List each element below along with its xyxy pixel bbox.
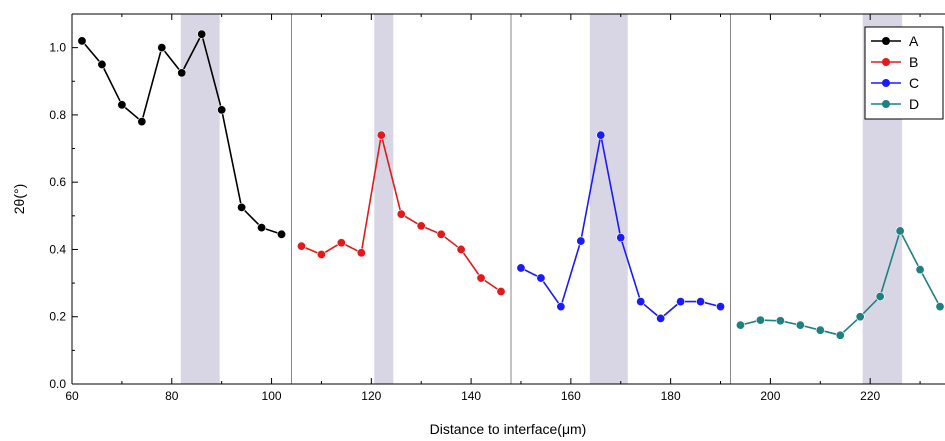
data-point bbox=[257, 223, 267, 233]
data-point bbox=[356, 248, 366, 258]
data-point bbox=[636, 297, 646, 307]
y-tick-label: 0.0 bbox=[49, 377, 66, 391]
data-point bbox=[815, 325, 825, 335]
shaded-band bbox=[374, 14, 394, 384]
y-tick-label: 0.2 bbox=[49, 310, 66, 324]
legend-item-C: C bbox=[871, 75, 919, 91]
x-tick-label: 80 bbox=[165, 389, 179, 403]
data-point bbox=[336, 238, 346, 248]
x-axis-title: Distance to interface(μm) bbox=[430, 421, 587, 437]
data-point bbox=[277, 229, 287, 239]
series-B bbox=[296, 130, 506, 296]
y-tick-label: 0.4 bbox=[49, 242, 66, 256]
legend-marker bbox=[882, 79, 890, 87]
data-point bbox=[496, 286, 506, 296]
x-tick-label: 100 bbox=[262, 389, 282, 403]
data-point bbox=[735, 320, 745, 330]
data-point bbox=[77, 36, 87, 46]
data-point bbox=[97, 59, 107, 69]
data-point bbox=[676, 297, 686, 307]
x-tick-label: 180 bbox=[661, 389, 681, 403]
y-tick-label: 1.0 bbox=[49, 41, 66, 55]
data-point bbox=[616, 233, 626, 243]
segment-dividers bbox=[290, 14, 731, 384]
data-point bbox=[795, 320, 805, 330]
data-point bbox=[596, 130, 606, 140]
data-point bbox=[696, 297, 706, 307]
data-point bbox=[217, 105, 227, 115]
data-point bbox=[855, 312, 865, 322]
data-point bbox=[935, 302, 945, 312]
data-point bbox=[117, 100, 127, 110]
data-point bbox=[456, 244, 466, 254]
shaded-band bbox=[180, 14, 220, 384]
series-layer bbox=[77, 29, 945, 340]
legend-label: B bbox=[909, 54, 918, 70]
legend-item-B: B bbox=[871, 54, 918, 70]
data-point bbox=[835, 330, 845, 340]
series-D bbox=[735, 226, 945, 340]
y-tick-label: 0.8 bbox=[49, 108, 66, 122]
data-point bbox=[177, 68, 187, 78]
legend-marker bbox=[882, 100, 890, 108]
data-point bbox=[536, 273, 546, 283]
data-point bbox=[436, 229, 446, 239]
data-point bbox=[237, 202, 247, 212]
data-point bbox=[875, 292, 885, 302]
data-point bbox=[157, 43, 167, 53]
legend-label: A bbox=[909, 33, 919, 49]
series-A bbox=[77, 29, 287, 239]
x-tick-label: 120 bbox=[361, 389, 381, 403]
shaded-band bbox=[589, 14, 628, 384]
data-point bbox=[775, 316, 785, 326]
data-point bbox=[516, 263, 526, 273]
y-tick-label: 0.6 bbox=[49, 175, 66, 189]
data-point bbox=[915, 265, 925, 275]
x-tick-label: 220 bbox=[860, 389, 880, 403]
axes: 60 80 100 120 140 160 180 200 220 0.0 0.2 0.4 0.6 0.8… bbox=[49, 13, 945, 403]
data-point bbox=[716, 302, 726, 312]
data-point bbox=[376, 130, 386, 140]
x-tick-label: 160 bbox=[561, 389, 581, 403]
legend-marker bbox=[882, 58, 890, 66]
data-point bbox=[656, 313, 666, 323]
data-point bbox=[416, 221, 426, 231]
data-point bbox=[296, 241, 306, 251]
data-point bbox=[576, 236, 586, 246]
legend-label: D bbox=[909, 96, 919, 112]
legend-label: C bbox=[909, 75, 919, 91]
data-point bbox=[556, 302, 566, 312]
data-point bbox=[895, 226, 905, 236]
legend-item-A: A bbox=[871, 33, 919, 49]
series-line bbox=[740, 228, 941, 337]
data-point bbox=[755, 315, 765, 325]
data-point bbox=[137, 117, 147, 127]
legend-item-D: D bbox=[871, 96, 919, 112]
x-tick-label: 60 bbox=[65, 389, 79, 403]
y-axis-title: 2θ(°) bbox=[11, 184, 27, 215]
data-point bbox=[197, 29, 207, 39]
x-tick-label: 140 bbox=[461, 389, 481, 403]
data-point bbox=[476, 273, 486, 283]
shaded-bands bbox=[180, 14, 903, 384]
series-C bbox=[516, 130, 726, 323]
x-tick-label: 200 bbox=[760, 389, 780, 403]
data-point bbox=[316, 250, 326, 260]
legend-marker bbox=[882, 37, 890, 45]
data-point bbox=[396, 209, 406, 219]
